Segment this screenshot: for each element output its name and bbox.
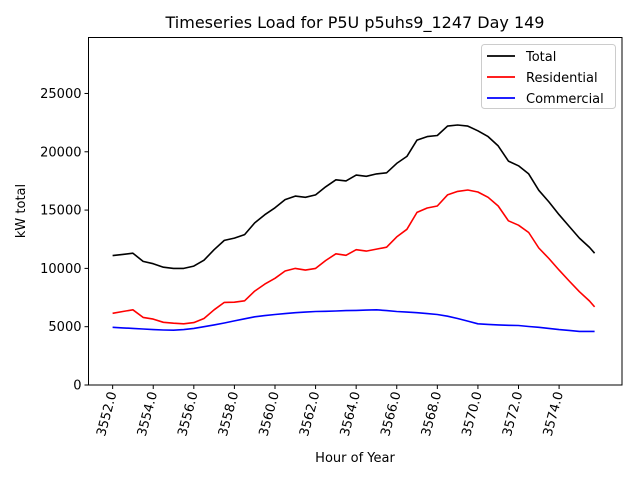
y-tick-label: 15000 [40, 204, 81, 219]
y-tick-label: 25000 [40, 87, 81, 102]
x-tick-label: 3556.0 [175, 390, 201, 438]
x-tick-label: 3562.0 [297, 390, 323, 438]
series-line-residential [112, 189, 596, 325]
legend-box [481, 44, 616, 109]
plot-frame [88, 37, 623, 386]
legend-label-residential: Residential [526, 71, 598, 86]
y-tick-label: 0 [73, 379, 81, 394]
x-tick-label: 3554.0 [135, 390, 161, 438]
chart-title: Timeseries Load for P5U p5uhs9_1247 Day … [165, 13, 545, 33]
x-tick-label: 3558.0 [216, 390, 242, 438]
x-tick-label: 3560.0 [257, 390, 283, 438]
x-tick-label: 3566.0 [378, 390, 404, 438]
x-tick-label: 3568.0 [419, 390, 445, 438]
x-tick-label: 3552.0 [94, 390, 120, 438]
y-tick-label: 10000 [40, 262, 81, 277]
legend-label-total: Total [525, 50, 556, 65]
x-tick-label: 3572.0 [500, 390, 526, 438]
series-layer [112, 124, 596, 333]
series-line-commercial [112, 308, 595, 333]
x-tick-label: 3564.0 [338, 390, 364, 438]
legend: Total Residential Commercial [481, 44, 616, 109]
x-tick-label: 3570.0 [460, 390, 486, 438]
x-axis-ticks: 3552.0 3554.0 3556.0 3558.0 3560.0 3562.0 3564… [94, 385, 567, 438]
y-tick-label: 20000 [40, 145, 81, 160]
series-line-total [112, 124, 596, 270]
y-axis-ticks: 0 5000 10000 15000 20000 25000 [40, 87, 89, 394]
y-axis-label: kW total [14, 184, 29, 238]
legend-label-commercial: Commercial [526, 92, 604, 107]
y-tick-label: 5000 [48, 320, 81, 335]
x-axis-label: Hour of Year [315, 451, 395, 466]
x-tick-label: 3574.0 [541, 390, 567, 438]
